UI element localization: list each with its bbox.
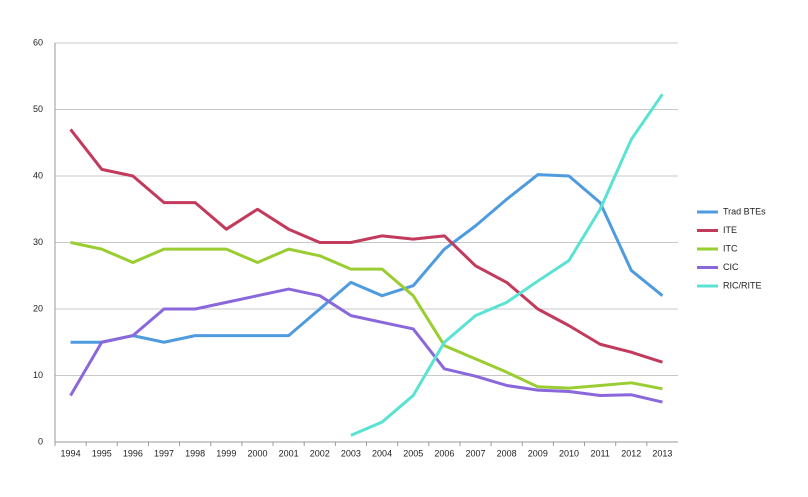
series-line [70, 173, 664, 344]
x-tick-label: 1994 [61, 448, 81, 458]
x-tick-label: 2002 [310, 448, 330, 458]
x-tick-label: 2005 [403, 448, 423, 458]
x-tick-label: 2007 [466, 448, 486, 458]
series-line [69, 287, 663, 404]
series-line [70, 241, 663, 391]
y-tick-label: 0 [38, 436, 43, 446]
x-tick-label: 2004 [372, 448, 392, 458]
y-tick-label: 10 [33, 370, 43, 380]
y-tick-label: 60 [33, 37, 43, 47]
series-line [350, 93, 664, 437]
x-tick-label: 2001 [279, 448, 299, 458]
x-tick-label: 2011 [590, 448, 609, 458]
x-tick-label: 1996 [123, 448, 143, 458]
x-tick-label: 2000 [247, 448, 267, 458]
x-tick-label: 1999 [216, 448, 236, 458]
legend-label: Trad BTEs [723, 206, 766, 216]
y-tick-label: 30 [33, 237, 43, 247]
x-tick-label: 1997 [154, 448, 174, 458]
y-tick-label: 50 [33, 104, 43, 114]
y-tick-label: 20 [33, 303, 43, 313]
x-tick-label: 2009 [528, 448, 548, 458]
x-tick-label: 1995 [92, 448, 112, 458]
legend-label: ITE [723, 225, 737, 235]
x-tick-label: 2010 [559, 448, 579, 458]
y-tick-label: 40 [33, 170, 43, 180]
x-tick-label: 2013 [652, 448, 672, 458]
series-line [69, 128, 663, 364]
x-tick-label: 2008 [497, 448, 517, 458]
x-tick-label: 2006 [434, 448, 454, 458]
x-tick-label: 2012 [621, 448, 641, 458]
x-tick-label: 2003 [341, 448, 361, 458]
x-tick-label: 1998 [185, 448, 205, 458]
legend-label: RIC/RITE [723, 280, 762, 290]
legend-label: CIC [723, 262, 739, 272]
legend-label: ITC [723, 243, 738, 253]
